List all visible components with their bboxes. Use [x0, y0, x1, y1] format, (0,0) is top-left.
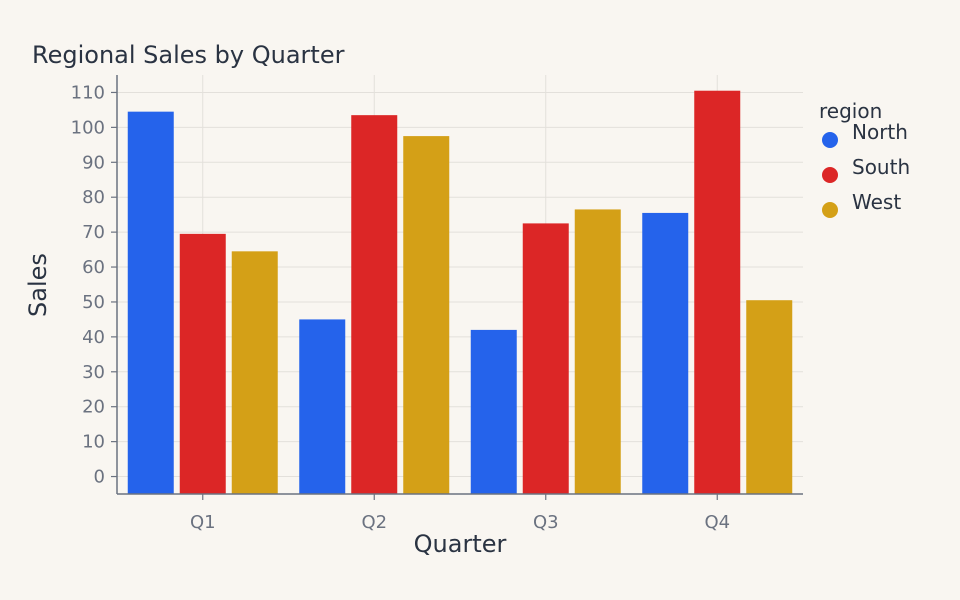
y-tick-label: 110: [71, 82, 105, 103]
y-ticks: 0 10 20 30 40 50 60 70 80 90 100 110: [71, 82, 117, 488]
bar-south-q1: [179, 233, 226, 494]
bar-west-q3: [574, 209, 621, 494]
y-tick-label: 80: [82, 187, 105, 208]
y-tick-label: 70: [82, 222, 105, 243]
bar-west-q1: [231, 251, 278, 494]
axes: [116, 75, 803, 495]
legend-title: region: [819, 99, 882, 123]
x-tick-label: Q3: [533, 512, 559, 533]
legend: region North South West: [819, 99, 910, 218]
y-tick-label: 30: [82, 362, 105, 383]
legend-label-south: South: [852, 155, 910, 179]
bar-west-q2: [403, 136, 450, 494]
bar-south-q4: [694, 90, 741, 495]
legend-marker-west: [822, 202, 838, 218]
x-tick-label: Q4: [704, 512, 730, 533]
bar-north-q2: [299, 319, 346, 494]
y-tick-label: 100: [71, 117, 105, 138]
y-tick-label: 60: [82, 257, 105, 278]
bar-south-q2: [351, 115, 398, 494]
x-axis-label: Quarter: [414, 530, 507, 558]
chart-title: Regional Sales by Quarter: [32, 41, 345, 69]
y-tick-label: 0: [94, 467, 105, 488]
x-tick-label: Q2: [361, 512, 387, 533]
x-tick-label: Q1: [190, 512, 216, 533]
legend-marker-south: [822, 167, 838, 183]
bar-south-q3: [522, 223, 569, 495]
y-axis-label: Sales: [24, 253, 52, 317]
y-tick-label: 50: [82, 292, 105, 313]
legend-label-west: West: [852, 190, 901, 214]
bar-north-q3: [470, 329, 517, 494]
bar-west-q4: [746, 300, 793, 494]
y-tick-label: 20: [82, 397, 105, 418]
y-tick-label: 40: [82, 327, 105, 348]
bars: [127, 90, 793, 495]
bar-north-q4: [642, 212, 689, 494]
bar-north-q1: [127, 111, 174, 494]
legend-marker-north: [822, 132, 838, 148]
y-tick-label: 10: [82, 432, 105, 453]
legend-label-north: North: [852, 120, 908, 144]
y-tick-label: 90: [82, 152, 105, 173]
x-ticks: Q1 Q2 Q3 Q4: [190, 494, 730, 533]
